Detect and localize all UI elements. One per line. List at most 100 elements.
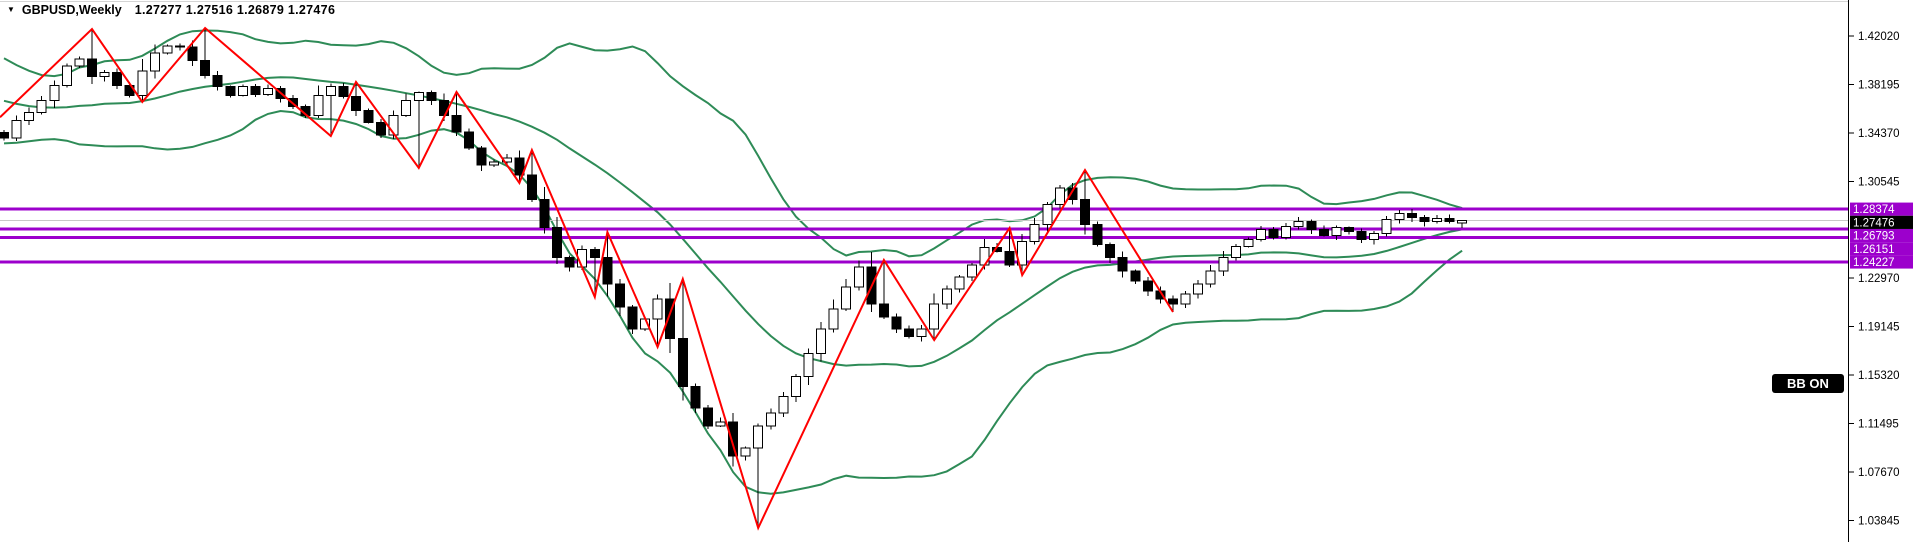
candle-body: [1369, 232, 1380, 240]
candle-body: [1205, 270, 1216, 285]
candles-layer: [0, 28, 1468, 529]
candle-body: [564, 256, 575, 268]
axis-tick-label: 1.22970: [1858, 273, 1900, 285]
axis-tick-label: 1.15320: [1858, 370, 1900, 382]
bollinger-middle-band: [3, 76, 1463, 368]
candle-body: [1293, 221, 1304, 227]
axis-background: [1849, 0, 1913, 542]
candle-body: [1318, 229, 1329, 236]
zigzag-polyline: [0, 26, 1174, 531]
current-price-label: 1.27476: [1853, 217, 1895, 229]
candle-body: [702, 407, 713, 427]
candle-body: [1054, 187, 1065, 206]
candle-body: [665, 298, 676, 340]
candle-body: [514, 157, 525, 176]
candle-body: [652, 298, 663, 320]
candle-body: [1067, 187, 1078, 201]
chart-title: ▼ GBPUSD,Weekly 1.27277 1.27516 1.26879 …: [7, 3, 335, 17]
bb-toggle-button[interactable]: BB ON: [1772, 374, 1844, 393]
candle-body: [363, 109, 374, 123]
candle-body: [501, 157, 512, 163]
candle-body: [904, 328, 915, 338]
candle-body: [325, 86, 336, 97]
candle-body: [790, 375, 801, 397]
candle-body: [677, 338, 688, 387]
level-price-label-box: [1850, 242, 1913, 256]
candle-body: [1406, 213, 1417, 219]
candle-body: [1004, 250, 1015, 266]
candle-body: [1268, 229, 1279, 238]
axis-tick-label: 1.38195: [1858, 80, 1900, 92]
candle-body: [338, 86, 349, 98]
candle-body: [1042, 204, 1053, 226]
candle-body: [1142, 280, 1153, 292]
candle-body: [212, 75, 223, 88]
candle-body: [451, 114, 462, 133]
candle-body: [765, 412, 776, 427]
candle-body: [376, 121, 387, 136]
candle-body: [1331, 226, 1342, 236]
candle-body: [627, 306, 638, 330]
candle-body: [690, 385, 701, 409]
candle-body: [262, 88, 273, 96]
candle-body: [1381, 219, 1392, 234]
candle-body: [552, 226, 563, 258]
candle-body: [1092, 224, 1103, 245]
candle-body: [1243, 238, 1254, 247]
candle-body: [1356, 230, 1367, 240]
axis-tick-label: 1.19145: [1858, 321, 1900, 333]
candle-body: [1080, 199, 1091, 226]
candle-body: [878, 303, 889, 318]
candle-body: [1117, 256, 1128, 272]
axis-tick-label: 1.11495: [1858, 418, 1899, 430]
candle-body: [413, 92, 424, 101]
level-price-label: 1.24227: [1853, 257, 1895, 269]
symbol-collapse-icon[interactable]: ▼: [7, 5, 15, 14]
level-price-label: 1.26151: [1853, 244, 1895, 256]
bollinger-lower-band: [3, 109, 1463, 495]
candle-body: [1130, 270, 1141, 282]
level-price-label-box: [1850, 202, 1913, 216]
candle-body: [74, 58, 85, 67]
candle-body: [225, 86, 236, 97]
candle-body: [0, 132, 9, 139]
candle-body: [1180, 293, 1191, 305]
candle-body: [174, 45, 185, 48]
candle-body: [816, 328, 827, 355]
axis-tick-label: 1.07670: [1858, 467, 1900, 479]
candle-body: [237, 86, 248, 97]
candle-body: [1105, 243, 1116, 258]
level-price-label-box: [1850, 228, 1913, 243]
candle-body: [966, 264, 977, 278]
candle-body: [916, 328, 927, 338]
candle-body: [200, 60, 211, 77]
candle-body: [954, 276, 965, 290]
candle-body: [753, 425, 764, 449]
candle-body: [350, 96, 361, 111]
axis-tick-label: 1.03845: [1858, 515, 1900, 527]
candle-body: [11, 119, 22, 139]
candle-body: [137, 70, 148, 97]
candle-body: [1444, 218, 1455, 223]
candle-body: [828, 308, 839, 330]
candle-body: [1419, 217, 1430, 223]
bollinger-bands: [3, 29, 1463, 495]
candle-body: [1218, 256, 1229, 272]
candle-body: [1168, 298, 1179, 305]
axis-tick-label: 1.30545: [1858, 177, 1900, 189]
level-price-label: 1.28374: [1853, 204, 1895, 216]
price-axis[interactable]: 1.42020 1.38195 1.34370 1.30545 1.22970 1.191…: [1848, 0, 1913, 542]
candle-body: [162, 45, 173, 54]
candle-body: [803, 353, 814, 377]
candle-body: [841, 286, 852, 310]
candle-body: [728, 421, 739, 457]
candle-body: [426, 92, 437, 101]
candle-body: [602, 256, 613, 285]
candle-body: [589, 248, 600, 258]
candle-body: [891, 316, 902, 330]
level-price-label-box: [1850, 255, 1913, 269]
candle-body: [1457, 220, 1468, 224]
candle-body: [1017, 240, 1028, 266]
